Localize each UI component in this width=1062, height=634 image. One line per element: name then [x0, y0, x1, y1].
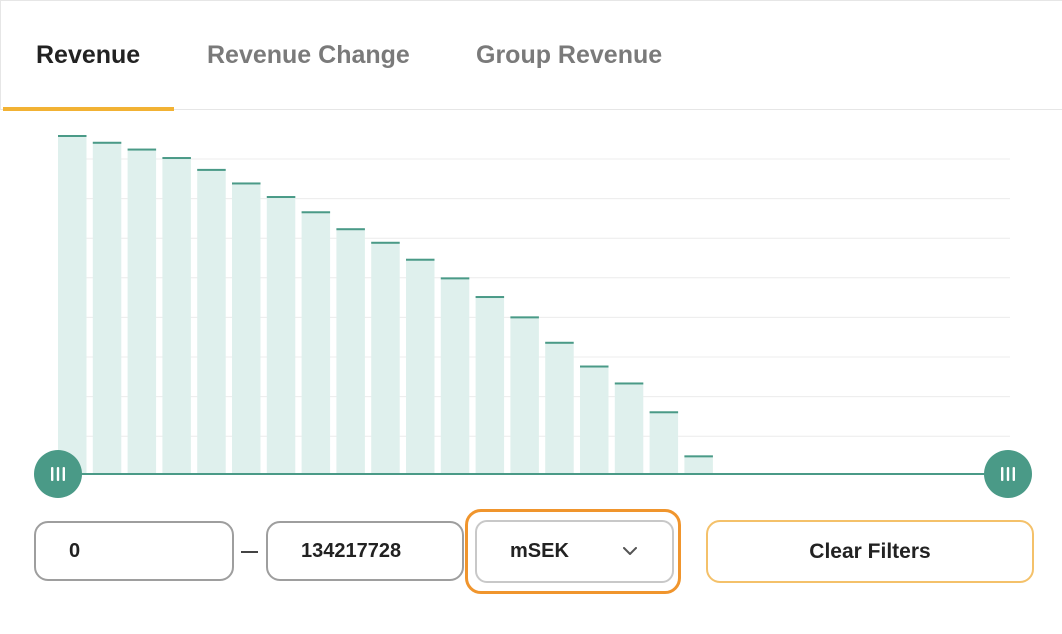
slider-handle-max[interactable] [984, 450, 1032, 498]
histogram-bar-top [475, 296, 505, 299]
histogram-bar [92, 141, 122, 474]
histogram-bar-top [684, 455, 713, 458]
histogram-bar-top [301, 211, 331, 214]
revenue-histogram [34, 135, 1032, 498]
histogram-bar [545, 341, 574, 474]
histogram-bar-top [440, 277, 470, 280]
histogram-bar-top [336, 228, 365, 231]
histogram-bar-top [545, 341, 574, 344]
tab-bar: Revenue Revenue Change Group Revenue [0, 0, 1062, 111]
histogram-bar [266, 196, 296, 474]
histogram-bar [127, 148, 157, 474]
histogram-bar [684, 455, 713, 474]
tab-revenue-change[interactable]: Revenue Change [207, 41, 410, 69]
histogram-bar [510, 316, 539, 474]
range-separator [241, 551, 258, 553]
histogram-bar [406, 258, 435, 474]
tab-group-revenue[interactable]: Group Revenue [476, 41, 663, 69]
histogram-bar-top [406, 258, 435, 261]
histogram-bar-top [649, 411, 679, 414]
histogram-bar [440, 277, 470, 474]
clear-filters-button[interactable]: Clear Filters [706, 520, 1034, 583]
unit-select[interactable]: mSEK [475, 520, 674, 583]
histogram-bar-top [162, 157, 191, 160]
histogram-bar [475, 296, 505, 474]
histogram-bar-top [92, 141, 122, 144]
histogram-bar-top [580, 365, 609, 368]
histogram-bars [58, 135, 713, 474]
histogram-bar-top [266, 196, 296, 199]
histogram-bar-top [510, 316, 539, 319]
unit-select-focus-ring [465, 509, 681, 594]
histogram-bar-top [232, 182, 261, 185]
range-min-input[interactable] [34, 521, 234, 581]
histogram-bar-top [127, 148, 157, 151]
histogram-bar-top [197, 168, 226, 171]
histogram-bar [301, 211, 331, 474]
range-max-input[interactable] [266, 521, 464, 581]
histogram-bar [649, 411, 679, 474]
grip-lines-icon [51, 467, 65, 481]
histogram-bar [371, 241, 400, 474]
histogram-bar-top [614, 382, 644, 385]
histogram-bar [580, 365, 609, 474]
active-tab-indicator [3, 107, 174, 111]
chevron-down-icon [623, 547, 637, 555]
histogram-bar [232, 182, 261, 474]
histogram-bar [336, 228, 365, 474]
histogram-bar [614, 382, 644, 474]
histogram-bar [197, 168, 226, 474]
histogram-bar-top [371, 241, 400, 244]
tab-revenue[interactable]: Revenue [36, 41, 141, 69]
histogram-bar-top [58, 135, 87, 137]
histogram-bar [58, 135, 87, 474]
slider-handle-min[interactable] [34, 450, 82, 498]
histogram-bar [162, 157, 191, 474]
grip-lines-icon [1001, 467, 1015, 481]
unit-select-value: mSEK [510, 540, 569, 562]
